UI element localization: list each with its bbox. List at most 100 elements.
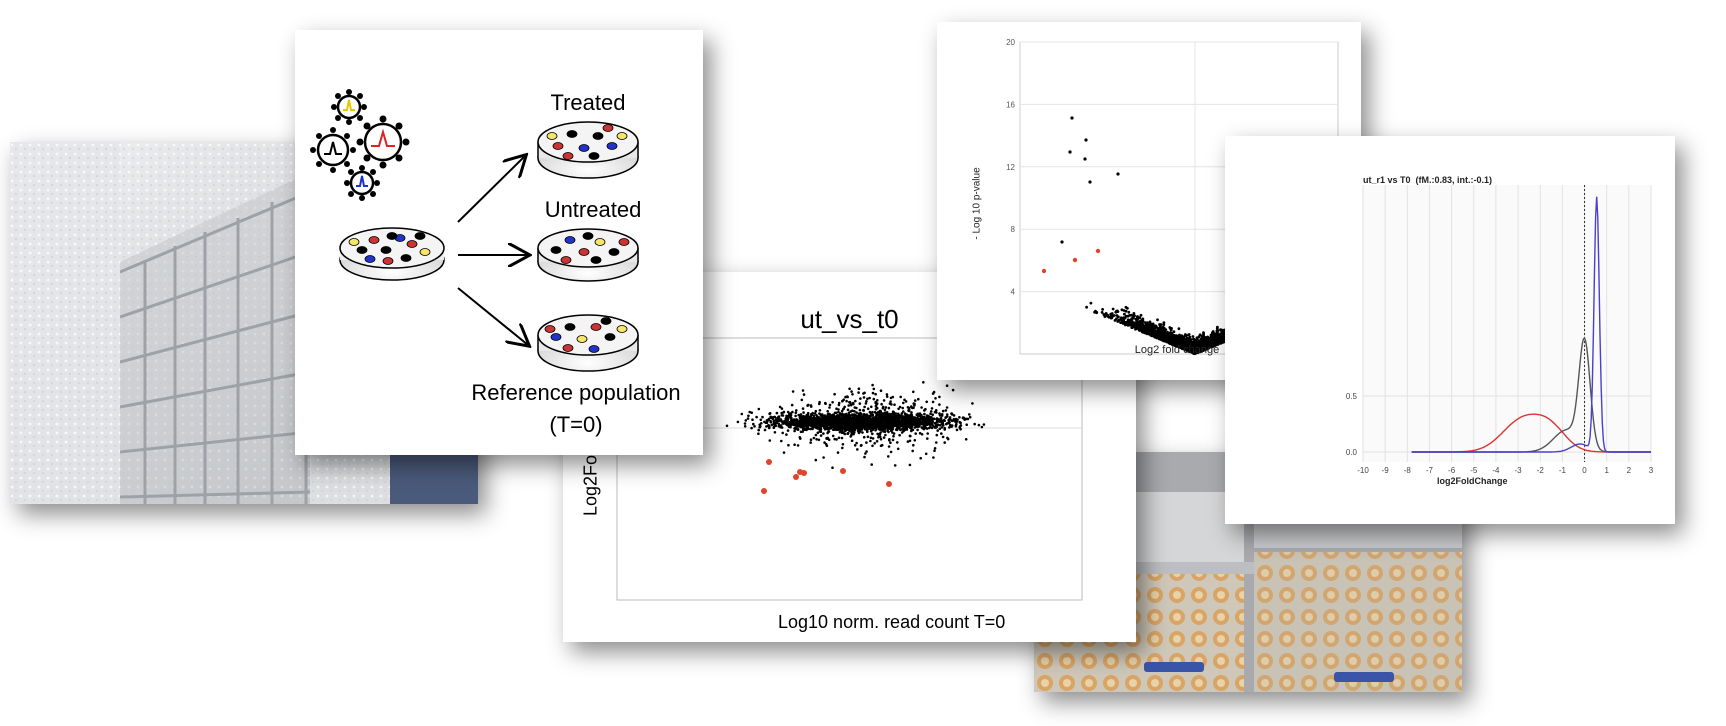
ma-point: [828, 406, 831, 409]
ma-point: [845, 399, 848, 403]
ma-point: [891, 422, 895, 425]
ma-point: [821, 423, 825, 426]
ma-point: [896, 447, 900, 451]
volcano-point: [1219, 334, 1222, 338]
ma-point: [869, 436, 873, 440]
ma-point: [814, 409, 818, 413]
ma-point: [933, 449, 936, 452]
ma-point: [862, 396, 866, 399]
volcano-point: [1101, 308, 1104, 311]
ma-point: [929, 410, 933, 413]
ma-point: [853, 424, 856, 428]
ma-point: [845, 412, 848, 416]
untreated-label: Untreated: [544, 197, 642, 222]
ma-point: [917, 397, 920, 401]
ma-point: [904, 400, 908, 403]
ma-point: [842, 426, 846, 430]
ma-point: [816, 422, 819, 425]
ma-point: [838, 426, 842, 430]
density-xlabel: log2FoldChange: [1437, 476, 1508, 486]
ma-point: [875, 402, 879, 405]
ma-point: [800, 398, 804, 402]
ma-point: [768, 439, 772, 442]
ma-point: [971, 402, 974, 405]
volcano-point: [1130, 313, 1133, 317]
ma-point: [837, 436, 841, 440]
ma-point: [933, 447, 937, 450]
volcano-point: [1112, 314, 1116, 317]
ma-point: [874, 427, 878, 430]
ma-point: [913, 416, 916, 419]
ma-point: [769, 415, 772, 419]
ma-point: [882, 436, 886, 439]
ma-point: [744, 419, 748, 422]
ma-point: [769, 420, 772, 423]
ma-point: [878, 427, 881, 431]
ma-point: [935, 411, 938, 414]
volcano-point: [1151, 332, 1155, 336]
ma-point: [814, 433, 818, 437]
ma-point: [849, 435, 852, 438]
ma-point: [809, 405, 813, 408]
ma-point: [873, 442, 876, 445]
ma-point: [950, 424, 954, 427]
ma-point: [826, 431, 829, 435]
ma-point: [836, 451, 840, 454]
ma-point: [750, 411, 753, 414]
ma-point: [906, 406, 910, 409]
volcano-point: [1173, 339, 1177, 343]
ma-highlight-point: [793, 474, 799, 480]
ma-point: [871, 391, 875, 395]
ma-point: [871, 383, 874, 387]
reference-petri-dish: [537, 314, 639, 372]
ma-point: [882, 399, 886, 402]
volcano-point: [1085, 305, 1088, 309]
ma-point: [794, 411, 798, 415]
ma-point: [870, 463, 873, 466]
volcano-point: [1200, 336, 1204, 339]
ma-point: [893, 403, 896, 406]
volcano-point: [1148, 328, 1152, 332]
ma-point: [926, 420, 929, 423]
volcano-y-tick: 20: [1006, 38, 1015, 47]
ma-point: [793, 420, 797, 423]
ma-point: [869, 418, 873, 421]
ma-point: [863, 424, 867, 427]
volcano-point: [1121, 317, 1125, 321]
ma-point: [825, 426, 828, 429]
ma-point: [958, 426, 961, 429]
ma-point: [784, 417, 787, 421]
ma-point: [938, 420, 941, 423]
ma-point: [875, 440, 879, 443]
volcano-point: [1131, 316, 1135, 320]
volcano-point: [1100, 311, 1104, 314]
ma-point: [802, 393, 806, 396]
ma-point: [851, 418, 855, 422]
ma-point: [964, 438, 968, 441]
ma-point: [863, 405, 866, 409]
cell-icon-blue: [344, 165, 380, 201]
volcano-y-tick: 12: [1006, 163, 1015, 172]
ma-point: [929, 425, 932, 429]
ma-point: [830, 420, 834, 424]
ma-point: [751, 418, 754, 421]
ma-point: [757, 432, 760, 435]
volcano-point: [1186, 340, 1189, 344]
volcano-point: [1216, 333, 1220, 337]
ma-point: [802, 423, 805, 426]
ma-point: [872, 397, 876, 401]
ma-point: [837, 410, 840, 414]
ma-point: [882, 426, 886, 429]
ma-point: [801, 430, 804, 433]
ma-point: [944, 416, 947, 419]
ma-point: [818, 402, 821, 406]
ma-point: [790, 417, 793, 421]
volcano-point: [1168, 337, 1172, 341]
volcano-point: [1181, 347, 1185, 350]
volcano-point: [1195, 350, 1199, 353]
ma-point: [781, 431, 784, 435]
ma-point: [831, 466, 834, 469]
ma-point: [849, 424, 853, 427]
volcano-point: [1089, 301, 1093, 305]
volcano-point: [1169, 331, 1172, 334]
